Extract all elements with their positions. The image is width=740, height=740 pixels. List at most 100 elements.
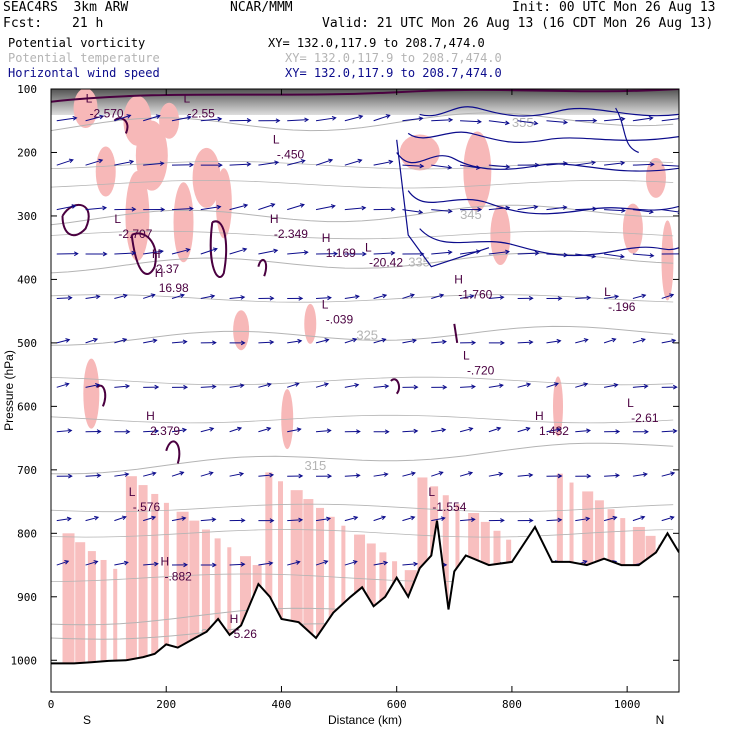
wind-vector: [402, 209, 423, 213]
wind-vector: [143, 339, 157, 344]
extremum-marker: L: [86, 91, 93, 105]
y-tick-label: 600: [17, 400, 37, 413]
wind-vector-head: [557, 473, 563, 479]
wind-vector: [114, 294, 128, 299]
wind-vector: [344, 516, 358, 522]
wind-vector-head: [123, 560, 129, 566]
y-tick-label: 100: [17, 83, 37, 96]
wind-vector: [603, 338, 616, 344]
wind-vector-head: [534, 250, 540, 256]
wind-vector-head: [352, 337, 358, 343]
wind-vector: [143, 430, 159, 433]
theta-contour-label: 345: [460, 207, 482, 222]
pv-shade-streak: [303, 499, 314, 667]
theta-contour: [51, 503, 674, 513]
extremum-marker: H: [230, 612, 239, 626]
wind-vector-head: [418, 209, 424, 215]
pv-shade-7: [173, 182, 194, 263]
wind-vector-head: [354, 383, 360, 388]
wind-vector-head: [504, 120, 510, 126]
y-tick-label: 700: [17, 464, 37, 477]
y-tick-label: 400: [17, 273, 37, 286]
pv-shade-9: [399, 134, 440, 171]
wind-vector-head: [586, 295, 592, 301]
wind-vector: [604, 474, 619, 477]
pv-shade-streak: [87, 551, 96, 667]
wind-vector: [546, 519, 562, 522]
wind-vector-head: [499, 295, 505, 300]
wind-vector-head: [469, 294, 475, 299]
extremum-value: -.196: [608, 300, 636, 314]
wind-vector: [488, 473, 503, 477]
field-name-pv: Potential vorticity: [8, 36, 146, 50]
wind-vector-head: [210, 294, 216, 299]
extremum-value: -.882: [164, 570, 192, 584]
wind-vector: [402, 117, 423, 122]
theta-contour: [51, 325, 674, 346]
wind-vector-head: [182, 339, 188, 345]
extremum-value: -2.55: [188, 106, 216, 120]
x-tick-label: 600: [387, 698, 407, 711]
theta-contour: [51, 529, 674, 538]
wind-vector: [431, 429, 446, 433]
wind-vector-head: [328, 158, 334, 164]
wind-vector-head: [471, 340, 477, 346]
wind-vector-head: [649, 162, 655, 167]
wind-vector-head: [500, 340, 505, 346]
wind-vector-head: [274, 160, 280, 166]
wind-vector: [287, 204, 305, 211]
wind-vector: [402, 430, 418, 433]
wind-vector: [258, 383, 272, 388]
wind-vector-head: [615, 429, 621, 434]
wind-vector: [517, 341, 533, 344]
wind-vector: [229, 563, 245, 566]
extremum-value: -.720: [467, 363, 495, 377]
wind-vector-head: [121, 515, 127, 521]
wind-vector: [344, 338, 357, 344]
wind-vector-head: [208, 471, 214, 476]
wind-vector-head: [382, 293, 388, 299]
wind-vector-head: [270, 203, 276, 208]
wind-vector: [460, 120, 481, 123]
wind-speed-contour: [419, 228, 679, 257]
x-tick-label: 200: [156, 698, 176, 711]
wind-vector: [661, 118, 679, 122]
wind-vector: [488, 427, 501, 433]
wind-vector: [575, 297, 591, 299]
wind-vector-head: [672, 428, 678, 434]
wind-vector-head: [419, 163, 425, 169]
wind-vector-head: [294, 382, 300, 387]
wind-vector-head: [93, 337, 99, 343]
wind-vector: [459, 295, 474, 299]
wind-vector: [85, 474, 101, 477]
theta-contour: [51, 160, 674, 170]
wind-vector-head: [468, 471, 474, 476]
wind-vector-head: [592, 118, 598, 124]
y-tick-label: 200: [17, 146, 37, 159]
pv-shade-streak: [227, 547, 232, 667]
wind-vector-head: [648, 209, 654, 215]
extremum-marker: H: [146, 409, 155, 423]
wind-vector: [632, 163, 654, 166]
wind-vector: [661, 516, 674, 522]
wind-vector-head: [563, 252, 569, 258]
wind-vector-head: [122, 293, 128, 299]
pv-shade-streak: [113, 568, 118, 667]
wind-vector: [258, 341, 274, 344]
extremum-marker: L: [428, 485, 435, 499]
wind-vector-head: [96, 429, 102, 434]
wind-vector: [632, 385, 648, 388]
extremum-marker: H: [270, 212, 279, 226]
wind-speed-contour: [396, 139, 490, 268]
wind-vector-head: [102, 251, 108, 257]
wind-vector: [431, 471, 443, 477]
wind-vector-head: [619, 254, 625, 259]
wind-vector-head: [586, 473, 592, 479]
wind-vector-head: [583, 338, 589, 343]
wind-vector: [85, 560, 98, 566]
wind-vector: [402, 339, 417, 344]
wind-vector: [575, 430, 591, 433]
wind-vector-head: [218, 162, 223, 168]
wind-vector: [56, 339, 70, 344]
wind-vector: [488, 120, 509, 124]
